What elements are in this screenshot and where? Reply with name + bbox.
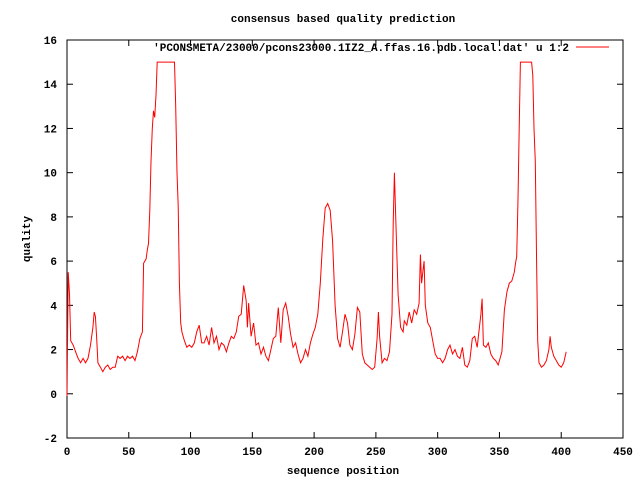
x-tick-label: 200 [304, 447, 324, 459]
y-tick-label: 10 [44, 169, 57, 181]
legend-label: 'PCONSMETA/23000/pcons23000.1IZ2_A.ffas.… [153, 43, 569, 55]
x-tick-label: 50 [122, 447, 135, 459]
x-tick-label: 400 [551, 447, 571, 459]
legend: 'PCONSMETA/23000/pcons23000.1IZ2_A.ffas.… [153, 43, 609, 55]
series-group [66, 61, 567, 397]
y-tick-label: 0 [50, 390, 57, 402]
y-axis-label: quality [22, 216, 34, 263]
x-tick-label: 100 [181, 447, 201, 459]
x-tick-labels: 0 50 100 150 200 250 300 350 400 450 [64, 447, 633, 459]
plot-border [66, 39, 624, 439]
y-tick-label: 8 [50, 213, 57, 225]
y-tick-label: 14 [44, 80, 58, 92]
chart-title: consensus based quality prediction [231, 14, 455, 26]
y-tick-label: 6 [50, 257, 57, 269]
series-line [66, 61, 567, 397]
x-tick-label: 300 [428, 447, 448, 459]
x-tick-label: 250 [366, 447, 386, 459]
x-tick-label: 150 [242, 447, 262, 459]
y-tick-label: 12 [44, 124, 57, 136]
y-tick-label: -2 [44, 434, 57, 446]
y-tick-label: 2 [50, 346, 57, 358]
y-tick-labels: -2 0 2 4 6 8 10 12 14 16 [44, 36, 58, 446]
axis-ticks [66, 39, 624, 439]
x-axis-label: sequence position [287, 466, 399, 478]
y-tick-label: 4 [50, 301, 57, 313]
x-tick-label: 0 [64, 447, 71, 459]
x-tick-label: 350 [490, 447, 510, 459]
x-tick-label: 450 [613, 447, 633, 459]
y-tick-label: 16 [44, 36, 57, 48]
